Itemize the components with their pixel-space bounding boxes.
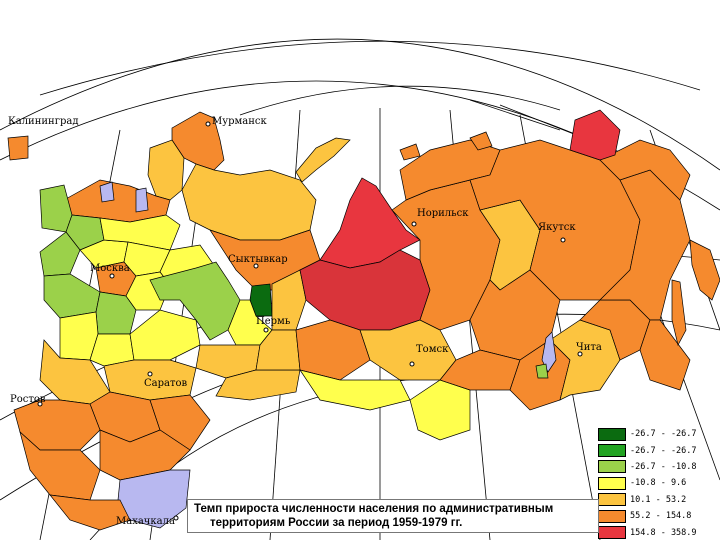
legend-swatch [598,476,626,490]
city-dot-perm [263,327,269,333]
region-altai [409,379,471,441]
region-astrakhan [149,394,211,451]
region-sakhalin [671,279,687,346]
region-caucasus [49,494,131,531]
legend-label: -26.7 - -26.7 [630,429,697,440]
legend-label: -26.7 - -26.7 [630,445,697,456]
city-label-yakutsk: Якутск [538,222,576,233]
legend-swatch [598,493,626,507]
legend-item: -26.7 - -26.7 [598,426,720,442]
region-primorye [639,319,691,391]
lake-onega [135,187,149,213]
city-dot-murmansk [205,121,211,127]
legend-item: 154.8 - 358.9 [598,524,720,540]
legend-label: -26.7 - -10.8 [630,461,697,472]
region-sverdlovsk [271,269,307,331]
city-label-makhachkala: Махачкала [116,516,175,527]
region-chukotka [569,109,621,161]
city-labels: Калининград Мурманск Норильск Якутск Мос… [8,116,602,527]
legend-swatch [598,509,626,523]
city-dot-moskva [109,273,115,279]
regions [7,109,720,531]
island-severnaya [469,131,493,151]
region-pskov [39,184,73,233]
city-label-kaliningrad: Калининград [8,116,78,127]
region-karelia [147,139,185,201]
legend-label: 55.2 - 154.8 [630,511,692,522]
city-label-norilsk: Норильск [417,208,469,219]
region-kamchatka [689,239,720,301]
region-magadan [599,139,691,201]
island-novaya-zemlya [295,137,351,183]
legend-item: 55.2 - 154.8 [598,508,720,524]
city-label-rostov: Ростов [10,394,46,405]
region-smolensk [39,231,81,277]
legend-swatch [598,460,626,474]
lake-ladoga [99,181,115,203]
city-dot-rostov [37,401,43,407]
city-label-syktyvkar: Сыктывкар [228,254,288,265]
region-vologda [99,214,181,251]
caption-line-2: территориям России за период 1959-1979 г… [210,517,463,529]
city-dot-chita [577,351,583,357]
legend-swatch [598,427,626,441]
legend-item: 10.1 - 53.2 [598,492,720,508]
city-dot-norilsk [411,221,417,227]
caption-line-1: Темп прироста численности населения по а… [194,503,554,515]
legend-item: -10.8 - 9.6 [598,475,720,491]
island-franz-josef [399,143,421,161]
city-markers [37,121,583,521]
city-label-murmansk: Мурманск [212,116,268,127]
city-label-moskva: Москва [90,263,130,274]
region-stavropol [99,429,191,481]
region-chita-green [535,363,549,379]
city-dot-makhachkala [173,515,179,521]
city-dot-yakutsk [560,237,566,243]
city-dot-syktyvkar [253,263,259,269]
region-perm [249,283,273,317]
city-label-saratov: Саратов [144,378,188,389]
legend-swatch [598,444,626,458]
legend: -26.7 - -26.7 -26.7 - -26.7 -26.7 - -10.8 -… [598,426,720,541]
city-dot-tomsk [409,361,415,367]
lake-baikal [541,331,557,373]
region-kaliningrad [7,135,29,161]
region-krasnodar [19,430,101,501]
region-kaluga [43,273,101,319]
legend-swatch [598,526,626,540]
city-label-tomsk: Томск [416,344,449,355]
city-dot-saratov [147,371,153,377]
legend-label: 10.1 - 53.2 [630,494,687,505]
legend-label: -10.8 - 9.6 [630,478,687,489]
city-label-perm: Пермь [256,316,291,327]
map-caption: Темп прироста численности населения по а… [187,499,599,533]
legend-item: -26.7 - -26.7 [598,442,720,458]
region-penza [129,309,201,361]
city-label-chita: Чита [576,342,602,353]
legend-label: 154.8 - 358.9 [630,527,697,538]
legend-item: -26.7 - -10.8 [598,459,720,475]
region-arkhangelsk [181,163,317,241]
